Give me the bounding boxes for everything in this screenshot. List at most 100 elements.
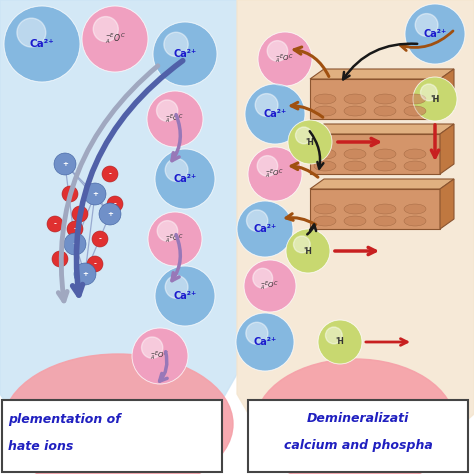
Circle shape xyxy=(237,201,293,257)
Ellipse shape xyxy=(255,359,455,474)
Text: 'H: 'H xyxy=(336,337,345,346)
Circle shape xyxy=(107,196,123,212)
Circle shape xyxy=(17,18,46,47)
Ellipse shape xyxy=(404,106,426,116)
Circle shape xyxy=(246,322,268,344)
Ellipse shape xyxy=(314,204,336,214)
Circle shape xyxy=(255,93,278,117)
Text: $^{-E}_{A}O^{C}$: $^{-E}_{A}O^{C}$ xyxy=(150,349,170,363)
Text: 'H: 'H xyxy=(430,94,440,103)
Circle shape xyxy=(257,155,278,176)
Text: +: + xyxy=(92,191,98,197)
Circle shape xyxy=(64,233,86,255)
Circle shape xyxy=(4,6,80,82)
Ellipse shape xyxy=(374,106,396,116)
Circle shape xyxy=(155,266,215,326)
Circle shape xyxy=(286,229,330,273)
Circle shape xyxy=(132,328,188,384)
Text: plementation of: plementation of xyxy=(8,412,121,426)
Text: Ca²⁺: Ca²⁺ xyxy=(29,39,55,49)
Text: -: - xyxy=(69,191,72,197)
Text: +: + xyxy=(107,211,113,217)
Ellipse shape xyxy=(404,204,426,214)
Circle shape xyxy=(54,153,76,175)
Circle shape xyxy=(415,14,438,36)
Ellipse shape xyxy=(344,94,366,104)
Circle shape xyxy=(253,268,273,288)
Circle shape xyxy=(82,6,148,72)
Circle shape xyxy=(102,166,118,182)
Ellipse shape xyxy=(404,94,426,104)
Ellipse shape xyxy=(374,149,396,159)
Circle shape xyxy=(99,203,121,225)
Text: -: - xyxy=(109,171,111,177)
Circle shape xyxy=(84,183,106,205)
Polygon shape xyxy=(310,79,440,119)
Circle shape xyxy=(165,275,188,299)
Text: +: + xyxy=(72,241,78,247)
Circle shape xyxy=(47,216,63,232)
Circle shape xyxy=(155,149,215,209)
Polygon shape xyxy=(440,69,454,119)
Ellipse shape xyxy=(374,161,396,171)
Circle shape xyxy=(67,221,83,237)
Ellipse shape xyxy=(374,216,396,226)
Circle shape xyxy=(148,212,202,266)
Circle shape xyxy=(147,91,203,147)
Text: -: - xyxy=(73,226,76,232)
Circle shape xyxy=(295,127,312,144)
Circle shape xyxy=(87,256,103,272)
Polygon shape xyxy=(310,189,440,229)
Text: -: - xyxy=(54,221,56,227)
Text: Ca²⁺: Ca²⁺ xyxy=(264,109,287,119)
Ellipse shape xyxy=(374,204,396,214)
Text: Ca²⁺: Ca²⁺ xyxy=(254,224,277,234)
Circle shape xyxy=(236,313,294,371)
Text: $^{-E}_{A}O^{C}$: $^{-E}_{A}O^{C}$ xyxy=(165,232,184,246)
Circle shape xyxy=(288,120,332,164)
Ellipse shape xyxy=(314,106,336,116)
Text: $^{-E}_{A}O^{C}$: $^{-E}_{A}O^{C}$ xyxy=(105,32,126,46)
Text: $^{-E}_{A}O^{C}$: $^{-E}_{A}O^{C}$ xyxy=(265,167,284,181)
Circle shape xyxy=(72,206,88,222)
Ellipse shape xyxy=(404,149,426,159)
Circle shape xyxy=(258,32,312,86)
Circle shape xyxy=(92,231,108,247)
Ellipse shape xyxy=(374,94,396,104)
Ellipse shape xyxy=(344,161,366,171)
Text: calcium and phospha: calcium and phospha xyxy=(283,439,432,453)
Text: $^{-E}_{A}O^{C}$: $^{-E}_{A}O^{C}$ xyxy=(165,112,184,126)
Ellipse shape xyxy=(344,106,366,116)
Ellipse shape xyxy=(344,216,366,226)
Ellipse shape xyxy=(314,161,336,171)
Ellipse shape xyxy=(314,216,336,226)
Circle shape xyxy=(248,147,302,201)
Ellipse shape xyxy=(3,354,233,474)
Circle shape xyxy=(93,17,118,42)
Circle shape xyxy=(62,186,78,202)
Text: -: - xyxy=(114,201,117,207)
Text: -: - xyxy=(59,256,62,262)
Text: 'H: 'H xyxy=(303,246,312,255)
Circle shape xyxy=(318,320,362,364)
Polygon shape xyxy=(310,69,454,79)
Circle shape xyxy=(157,220,178,241)
Polygon shape xyxy=(440,124,454,174)
Polygon shape xyxy=(440,179,454,229)
Text: Ca²⁺: Ca²⁺ xyxy=(173,174,197,184)
Text: -: - xyxy=(99,236,101,242)
Text: hate ions: hate ions xyxy=(8,439,73,453)
Text: +: + xyxy=(62,161,68,167)
Circle shape xyxy=(293,236,310,253)
Circle shape xyxy=(244,260,296,312)
Text: Demineralizati: Demineralizati xyxy=(307,412,409,426)
Ellipse shape xyxy=(404,216,426,226)
Ellipse shape xyxy=(314,149,336,159)
Circle shape xyxy=(413,77,457,121)
Polygon shape xyxy=(0,0,237,464)
Ellipse shape xyxy=(404,161,426,171)
Ellipse shape xyxy=(314,94,336,104)
Text: 'H: 'H xyxy=(306,137,314,146)
Polygon shape xyxy=(310,124,454,134)
Polygon shape xyxy=(310,179,454,189)
